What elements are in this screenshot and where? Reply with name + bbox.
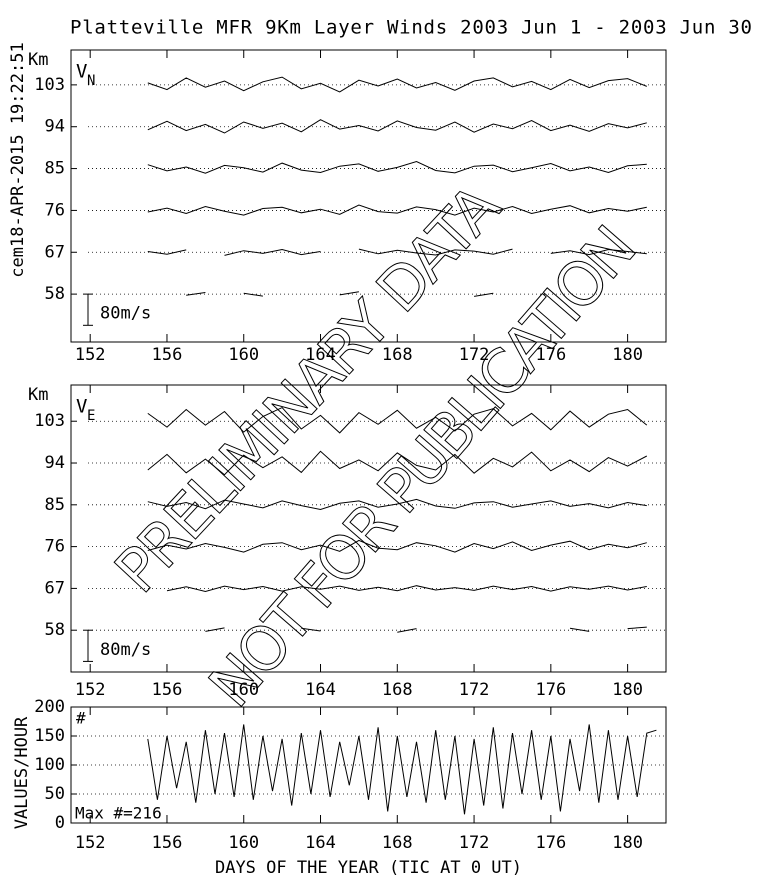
x-axis-label: DAYS OF THE YEAR (TIC AT 0 UT) (215, 858, 522, 877)
y-tick-label: 150 (34, 726, 65, 746)
count-line (147, 724, 657, 815)
y-tick-label: 85 (45, 495, 65, 515)
panel-label: V (76, 61, 87, 83)
x-tick-label: 180 (612, 345, 643, 365)
panel-label: # (76, 709, 86, 728)
wind-trace (147, 248, 647, 256)
panel-subscript: E (87, 408, 95, 424)
y-tick-label: 58 (45, 620, 65, 640)
figure-title: Platteville MFR 9Km Layer Winds 2003 Jun… (70, 17, 752, 39)
wind-trace (147, 539, 647, 553)
y-tick-label: 103 (34, 75, 65, 95)
y-tick-label: 67 (45, 578, 65, 598)
x-tick-label: 164 (305, 345, 336, 365)
x-tick-label: 168 (382, 833, 413, 853)
x-tick-label: 156 (152, 833, 183, 853)
x-tick-label: 176 (535, 680, 566, 700)
x-tick-label: 152 (75, 833, 106, 853)
x-tick-label: 176 (535, 345, 566, 365)
x-tick-label: 160 (228, 680, 259, 700)
x-tick-label: 164 (305, 680, 336, 700)
x-tick-label: 160 (228, 833, 259, 853)
x-tick-label: 180 (612, 833, 643, 853)
y-tick-label: 103 (34, 411, 65, 431)
y-tick-label: 58 (45, 284, 65, 304)
y-tick-label: 200 (34, 697, 65, 717)
wind-trace (147, 76, 647, 93)
x-tick-label: 160 (228, 345, 259, 365)
x-tick-label: 172 (459, 345, 490, 365)
y-tick-label: 76 (45, 200, 65, 220)
panel-subscript: N (87, 73, 95, 89)
x-tick-label: 176 (535, 833, 566, 853)
y-tick-label: 85 (45, 159, 65, 179)
x-tick-label: 168 (382, 345, 413, 365)
y-tick-label: 67 (45, 242, 65, 262)
wind-trace (147, 406, 648, 434)
wind-trace (205, 626, 647, 633)
y-tick-label: 0 (55, 813, 65, 833)
y-tick-label: 94 (45, 453, 65, 473)
y-tick-label: 94 (45, 117, 65, 137)
wind-trace (147, 204, 647, 216)
wind-trace (147, 498, 647, 511)
wind-trace (147, 450, 648, 476)
scale-bar-label: 80m/s (100, 640, 151, 660)
plot-frame (70, 49, 667, 343)
panel-label: V (76, 396, 87, 418)
x-tick-label: 172 (459, 680, 490, 700)
x-tick-label: 152 (75, 345, 106, 365)
x-tick-label: 164 (305, 833, 336, 853)
x-tick-label: 172 (459, 833, 490, 853)
y-axis-label: Km (28, 385, 48, 405)
wind-trace (147, 119, 647, 134)
plot-frame (70, 384, 667, 673)
wind-trace (147, 160, 647, 174)
y-tick-label: 100 (34, 755, 65, 775)
y-tick-label: 50 (45, 784, 65, 804)
scale-bar-label: 80m/s (100, 304, 151, 324)
x-tick-label: 168 (382, 680, 413, 700)
x-tick-label: 156 (152, 345, 183, 365)
wind-trace (166, 585, 647, 593)
y-tick-label: 76 (45, 537, 65, 557)
y-axis-label: Km (28, 50, 48, 70)
y-axis-label: VALUES/HOUR (12, 716, 32, 829)
x-tick-label: 180 (612, 680, 643, 700)
annotation: Max #=216 (75, 804, 162, 823)
x-tick-label: 152 (75, 680, 106, 700)
x-tick-label: 156 (152, 680, 183, 700)
side-label: cem18-APR-2015 19:22:51 (8, 42, 28, 277)
